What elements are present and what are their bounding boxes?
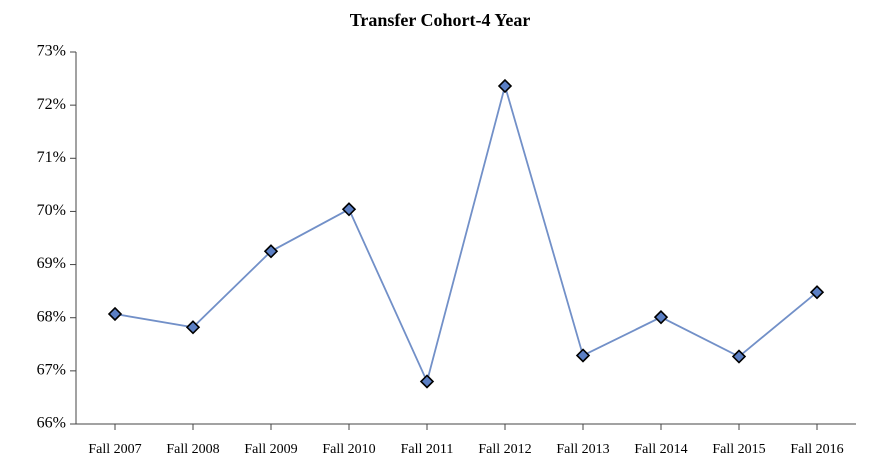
marker (341, 202, 357, 217)
x-tick-label: Fall 2007 (88, 442, 141, 457)
marker (263, 244, 279, 259)
x-tick-label: Fall 2012 (478, 442, 531, 457)
x-tick-label: Fall 2011 (401, 442, 454, 457)
line (114, 82, 818, 385)
marker (419, 374, 435, 389)
x-tick-label: Fall 2008 (166, 442, 219, 457)
y-tick-label: 68% (37, 308, 66, 325)
marker (809, 285, 825, 300)
marker (653, 310, 669, 325)
x-tick-label: Fall 2010 (322, 442, 375, 457)
y-tick-label: 71% (37, 149, 66, 166)
marker (185, 320, 201, 335)
x-tick-label: Fall 2014 (634, 442, 687, 457)
x-tick-label: Fall 2016 (790, 442, 843, 457)
chart-title: Transfer Cohort-4 Year (350, 10, 531, 30)
y-tick-label: 72% (37, 96, 66, 113)
y-tick-label: 69% (37, 255, 66, 272)
marker (731, 349, 747, 364)
x-tick-label: Fall 2013 (556, 442, 609, 457)
y-tick-label: 70% (37, 202, 66, 219)
marker (575, 348, 591, 363)
marker (107, 306, 123, 322)
x-tick-label: Fall 2015 (712, 442, 765, 457)
y-tick-label: 73% (37, 43, 66, 60)
x-tick-label: Fall 2009 (244, 442, 297, 457)
y-tick-label: 66% (37, 415, 66, 432)
y-tick-label: 67% (37, 362, 66, 379)
marker (497, 78, 513, 94)
